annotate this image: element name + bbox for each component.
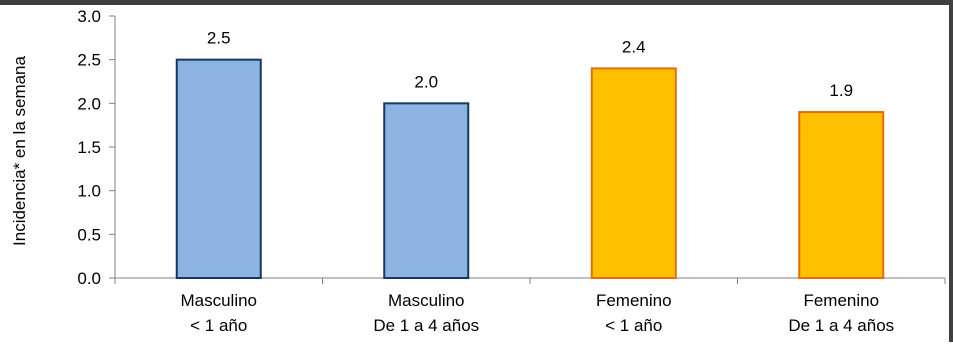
y-tick-label: 0.5: [77, 225, 101, 244]
y-axis-title: Incidencia* en la semana: [10, 55, 29, 246]
y-tick-label: 3.0: [77, 7, 101, 26]
data-label: 2.0: [414, 72, 438, 91]
x-tick-label: De 1 a 4 años: [373, 316, 479, 335]
bar: [175, 58, 262, 279]
x-tick-label: Femenino: [596, 291, 672, 310]
data-label: 2.4: [622, 37, 646, 56]
x-tick-label: Masculino: [180, 291, 257, 310]
bar: [383, 102, 470, 280]
x-tick-label: De 1 a 4 años: [788, 316, 894, 335]
x-tick-label: < 1 año: [605, 316, 662, 335]
y-tick-label: 2.5: [77, 51, 101, 70]
frame-right-border: [949, 0, 953, 342]
x-tick-label: Femenino: [803, 291, 879, 310]
x-tick-label: Masculino: [388, 291, 465, 310]
y-tick-label: 1.0: [77, 182, 101, 201]
frame-top-border: [0, 0, 953, 5]
y-tick-label: 1.5: [77, 138, 101, 157]
data-label: 2.5: [207, 29, 231, 48]
y-tick-label: 2.0: [77, 94, 101, 113]
y-tick-label: 0.0: [77, 269, 101, 288]
data-label: 1.9: [829, 81, 853, 100]
plot-area: 0.0 0.5 1.0 1.5 2.0 2.5 3.0 2.5 Masculino < 1 año…: [77, 7, 946, 335]
bar: [798, 111, 885, 279]
x-tick-label: < 1 año: [190, 316, 247, 335]
bar: [590, 67, 677, 280]
